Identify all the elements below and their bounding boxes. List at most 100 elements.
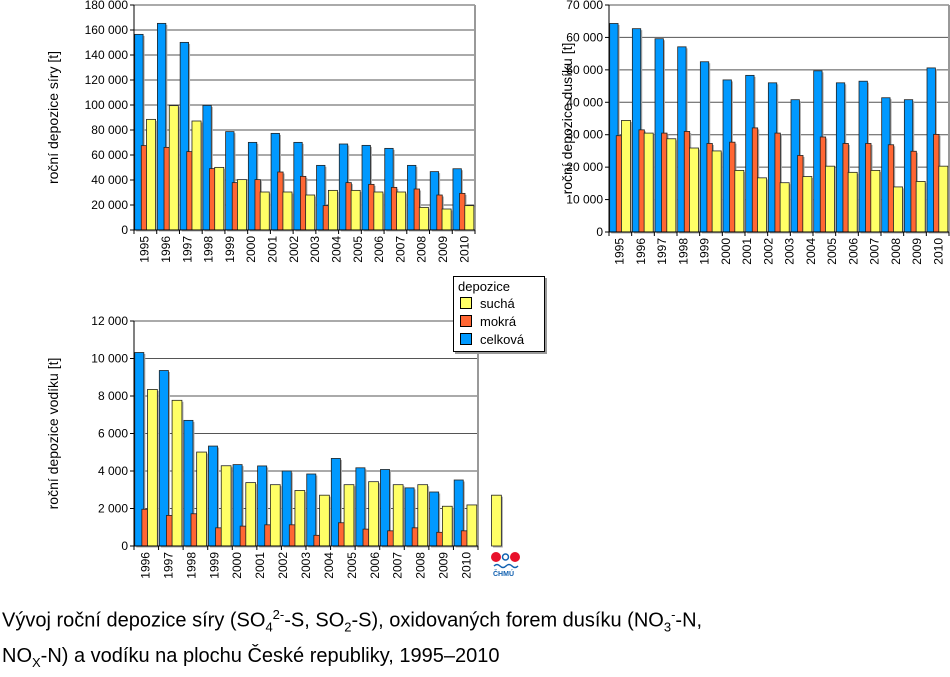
bar-sucha	[870, 169, 881, 233]
bar-sucha	[343, 484, 355, 547]
bar-mokra	[215, 527, 222, 547]
bar-sucha	[269, 484, 281, 547]
bar-sucha	[441, 505, 453, 547]
bar-sucha	[802, 176, 813, 233]
x-tick-label: 2002	[287, 236, 301, 263]
caption-sub: X	[32, 654, 41, 670]
legend-swatch-celkova	[460, 333, 472, 345]
bar-sucha	[689, 147, 699, 233]
x-tick-label: 1997	[180, 236, 194, 263]
bar-mokra	[322, 205, 329, 231]
x-tick-label: 2007	[868, 238, 882, 265]
legend-swatch-mokra	[460, 315, 472, 327]
chart-legend: depozice suchá mokrá celková	[453, 276, 545, 352]
bar-mokra	[842, 143, 849, 233]
x-tick-label: 2010	[457, 236, 471, 263]
bar-sucha	[825, 165, 835, 233]
bar-mokra	[706, 143, 713, 233]
x-tick-label: 2001	[253, 552, 267, 579]
bar-sucha	[847, 171, 858, 233]
bar-sucha	[373, 191, 384, 231]
bar-sucha	[396, 191, 407, 231]
x-tick-label: 2001	[740, 238, 754, 265]
y-tick-label: 8 000	[98, 389, 128, 403]
y-axis-label: roční depozice dusíku [t]	[559, 43, 575, 195]
bar-sucha	[464, 205, 475, 231]
x-tick-label: 2004	[322, 552, 336, 579]
bar-mokra	[683, 131, 691, 233]
bar-sucha	[757, 177, 767, 233]
x-tick-label: 2010	[460, 552, 474, 579]
legend-title: depozice	[458, 279, 511, 294]
bar-mokra	[751, 127, 759, 233]
caption-text: -S), oxidovaných forem dusíku (NO	[351, 609, 664, 632]
bar-mokra	[460, 530, 468, 547]
x-tick-label: 1996	[634, 238, 648, 265]
bar-mokra	[459, 192, 466, 231]
bar-mokra	[166, 515, 173, 547]
bar-sucha	[171, 399, 183, 547]
x-tick-label: 2004	[804, 238, 818, 265]
x-tick-label: 2009	[437, 552, 451, 579]
x-tick-label: 1998	[202, 236, 216, 263]
bar-mokra	[300, 175, 307, 231]
bar-sucha	[214, 166, 225, 231]
x-tick-label: 2005	[825, 238, 839, 265]
bar-mokra	[819, 136, 827, 233]
bar-mokra	[933, 133, 940, 233]
x-tick-label: 2005	[351, 236, 365, 263]
caption-sup: 2-	[272, 607, 285, 622]
y-tick-label: 80 000	[91, 123, 128, 137]
bar-sucha	[146, 118, 156, 231]
x-tick-label: 1996	[138, 552, 152, 579]
y-tick-label: 120 000	[85, 73, 129, 87]
bar-mokra	[865, 143, 872, 233]
bar-mokra	[362, 528, 370, 547]
y-axis-label: roční depozice vodíku [t]	[45, 358, 61, 510]
legend-label: mokrá	[480, 313, 517, 329]
bar-sucha	[282, 191, 293, 231]
y-tick-label: 4 000	[98, 464, 128, 478]
y-tick-label: 30 000	[566, 128, 603, 142]
x-tick-label: 2002	[761, 238, 775, 265]
x-tick-label: 2001	[266, 236, 280, 263]
bar-mokra	[254, 179, 261, 231]
y-tick-label: 100 000	[85, 98, 129, 112]
caption-sub: 4	[265, 619, 273, 635]
bar-sucha	[418, 206, 429, 231]
bar-mokra	[163, 146, 170, 231]
legend-swatch-sucha	[460, 297, 472, 309]
x-tick-label: 2006	[372, 236, 386, 263]
x-tick-label: 2010	[931, 238, 945, 265]
x-tick-label: 1997	[655, 238, 669, 265]
caption-text: NO	[2, 644, 32, 667]
chmu-logo: ČHMÚ	[489, 550, 523, 582]
bar-mokra	[436, 531, 444, 547]
legend-item-mokra: mokrá	[458, 312, 544, 330]
chmu-logo-icon	[491, 552, 520, 569]
bar-sucha	[368, 481, 379, 547]
x-tick-label: 1999	[207, 552, 221, 579]
chart-1: 0 20 000 40 000 60 000 80 000 100 000 120 000 1…	[45, 0, 476, 263]
bar-sucha	[466, 504, 478, 547]
bar-mokra	[264, 524, 272, 547]
chart-3: 0 2 000 4 000 6 000 8 000 10 000 12 000 1996 199…	[45, 314, 503, 579]
bar-sucha	[259, 191, 270, 231]
bar-mokra	[277, 171, 284, 231]
bar-mokra	[338, 522, 345, 547]
bar-mokra	[774, 132, 781, 233]
x-tick-label: 2000	[719, 238, 733, 265]
figure-caption: Vývoj roční depozice síry (SO42--S, SO2-…	[2, 600, 942, 677]
x-tick-label: 2008	[889, 238, 903, 265]
y-tick-label: 180 000	[85, 0, 129, 12]
bar-sucha	[915, 181, 926, 233]
y-tick-label: 60 000	[91, 148, 128, 162]
x-tick-label: 2000	[244, 236, 258, 263]
x-tick-label: 2008	[414, 552, 428, 579]
x-tick-label: 2004	[329, 236, 343, 263]
y-tick-label: 50 000	[566, 63, 603, 77]
legend-label: celková	[480, 331, 525, 347]
bar-sucha	[441, 208, 452, 231]
y-tick-label: 12 000	[91, 314, 128, 328]
logo-text: ČHMÚ	[493, 571, 514, 578]
